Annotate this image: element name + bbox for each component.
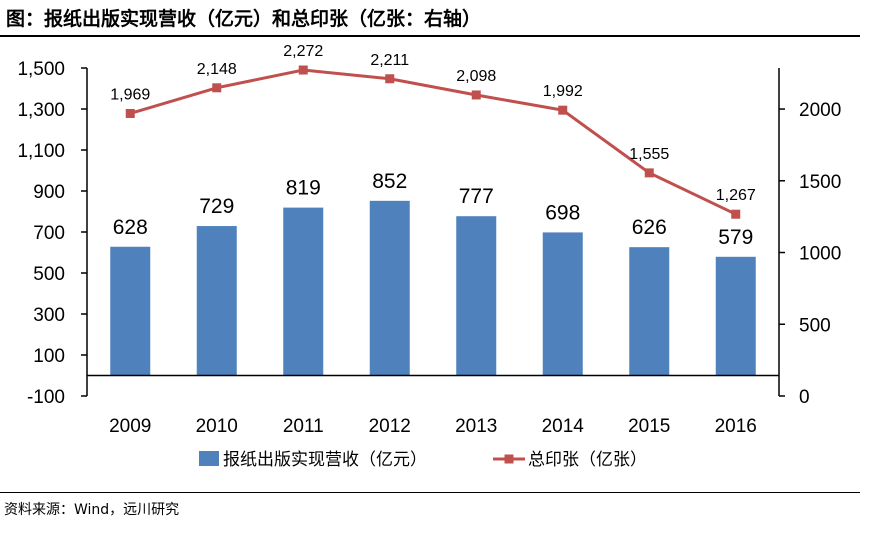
legend-swatch-marker-print <box>504 454 514 464</box>
right-axis-tick-label: 2000 <box>799 100 841 121</box>
revenue-bar <box>542 232 583 376</box>
left-y-axis: -100 100 300 500 700 900 1,100 1,300 1,500 <box>17 59 88 408</box>
print-sheets-marker <box>298 65 308 75</box>
print-sheets-marker <box>212 83 222 93</box>
left-axis-tick-label: -100 <box>27 387 65 408</box>
legend-label-print: 总印张（亿张） <box>528 450 647 470</box>
revenue-bar <box>629 247 670 376</box>
print-sheets-data-label: 2,098 <box>456 68 496 85</box>
revenue-bar <box>110 246 151 376</box>
revenue-bar-label: 626 <box>632 216 667 239</box>
revenue-bar <box>456 216 497 376</box>
x-axis-tick-label: 2015 <box>628 416 670 437</box>
left-axis-tick-label: 700 <box>33 223 65 244</box>
left-axis-tick-label: 300 <box>33 305 65 326</box>
print-sheets-marker <box>558 105 568 115</box>
x-axis-tick-label: 2013 <box>455 416 497 437</box>
revenue-bars: 628 729 819 852 777 698 626 579 <box>110 170 756 376</box>
source-divider <box>0 492 860 493</box>
right-axis-tick-label: 1000 <box>799 244 841 265</box>
print-sheets-data-label: 2,272 <box>283 43 323 60</box>
x-axis: 2009 2010 2011 2012 2013 2014 2015 2016 <box>87 374 779 437</box>
right-axis-tick-label: 0 <box>799 387 810 408</box>
legend-swatch-revenue <box>199 451 219 466</box>
title-divider <box>0 35 860 37</box>
left-axis-tick-label: 1,100 <box>17 141 65 162</box>
x-axis-tick-label: 2011 <box>283 416 324 437</box>
revenue-bar-label: 628 <box>113 216 148 239</box>
print-sheets-data-label: 2,211 <box>370 52 409 69</box>
left-axis-tick-label: 100 <box>33 346 65 367</box>
print-sheets-marker <box>731 209 741 219</box>
revenue-bar <box>196 226 237 376</box>
x-axis-tick-label: 2010 <box>196 416 238 437</box>
right-axis-tick-label: 500 <box>799 315 831 336</box>
revenue-bar-label: 852 <box>372 170 407 193</box>
print-sheets-data-label: 1,555 <box>629 146 669 163</box>
revenue-bar-label: 579 <box>718 226 753 249</box>
chart-title: 图：报纸出版实现营收（亿元）和总印张（亿张：右轴） <box>6 8 482 30</box>
revenue-bar-label: 729 <box>199 195 234 218</box>
right-y-axis: 0 500 1000 1500 2000 <box>778 68 841 408</box>
x-axis-tick-label: 2009 <box>109 416 151 437</box>
source-note: 资料来源：Wind，远川研究 <box>4 502 180 518</box>
print-sheets-marker <box>385 74 395 84</box>
print-sheets-marker <box>644 168 654 178</box>
x-axis-tick-label: 2016 <box>715 416 757 437</box>
legend-label-revenue: 报纸出版实现营收（亿元） <box>223 450 427 470</box>
print-sheets-data-label: 1,992 <box>543 83 583 100</box>
left-axis-tick-label: 1,500 <box>17 59 65 80</box>
left-axis-tick-label: 1,300 <box>17 100 65 121</box>
revenue-bar <box>369 200 410 376</box>
print-sheets-data-label: 1,969 <box>110 86 150 103</box>
right-axis-tick-label: 1500 <box>799 172 841 193</box>
print-sheets-line: 1,969 2,148 2,272 2,211 2,098 1,992 1,555 1,267 <box>110 43 756 219</box>
x-axis-tick-label: 2012 <box>369 416 411 437</box>
left-axis-tick-label: 900 <box>33 182 65 203</box>
print-sheets-line-path <box>129 68 737 216</box>
revenue-bar <box>715 256 756 376</box>
revenue-bar-label: 698 <box>545 201 580 224</box>
legend: 报纸出版实现营收（亿元） 总印张（亿张） <box>199 450 647 470</box>
print-sheets-marker <box>471 90 481 100</box>
print-sheets-data-label: 1,267 <box>716 187 756 204</box>
revenue-bar-label: 777 <box>459 185 494 208</box>
x-axis-tick-label: 2014 <box>542 416 585 437</box>
print-sheets-marker <box>125 108 135 118</box>
revenue-bar-label: 819 <box>286 177 321 200</box>
revenue-bar <box>283 207 324 376</box>
print-sheets-data-label: 2,148 <box>197 61 237 78</box>
left-axis-tick-label: 500 <box>33 264 65 285</box>
